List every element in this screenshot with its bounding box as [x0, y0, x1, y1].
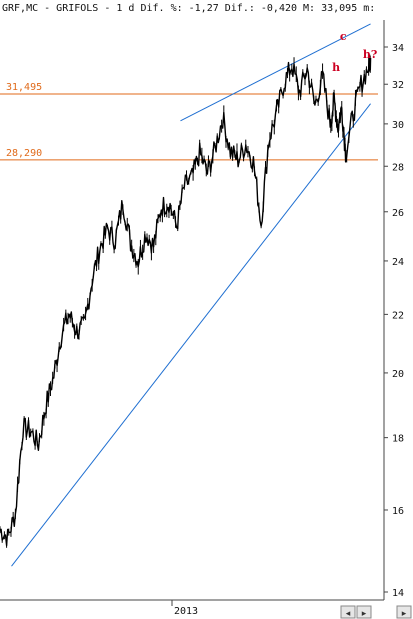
annotation-label: c [340, 30, 347, 43]
chart-header: GRF,MC - GRIFOLS - 1 d Dif. %: -1,27 Dif… [2, 3, 375, 14]
annotation-label: h [332, 61, 340, 74]
y-tick-label: 32 [392, 80, 404, 91]
y-tick-label: 24 [392, 257, 404, 268]
scroll-left-button[interactable] [340, 605, 356, 619]
price-line [0, 55, 372, 547]
price-series [0, 54, 372, 548]
scroll-right-icon: ▸ [402, 609, 407, 619]
x-axis-ticks: 2013 [171, 600, 198, 617]
y-tick-label: 20 [392, 369, 404, 380]
y-tick-label: 28 [392, 162, 404, 173]
y-tick-label: 30 [392, 120, 404, 131]
x-tick-label: 2013 [174, 606, 198, 617]
y-tick-label: 34 [392, 43, 404, 54]
scroll-controls: ◂ ▸ ▸ [340, 605, 412, 619]
trendline [11, 103, 371, 567]
zoom-icon: ▸ [362, 609, 367, 619]
annotations: h c h? [332, 30, 377, 74]
y-tick-label: 14 [392, 588, 404, 599]
trendline [180, 23, 371, 122]
level-label: 28,290 [6, 148, 42, 159]
y-tick-label: 18 [392, 434, 404, 445]
scroll-left-icon: ◂ [346, 609, 351, 619]
annotation-label: h? [363, 48, 377, 61]
level-lines: 31,495 28,290 [0, 82, 378, 161]
y-tick-label: 22 [392, 310, 404, 321]
scroll-right-button[interactable] [396, 605, 412, 619]
zoom-button[interactable] [356, 605, 372, 619]
y-tick-label: 26 [392, 208, 404, 219]
level-label: 31,495 [6, 82, 42, 93]
y-axis-ticks: 34 32 30 28 26 24 22 20 18 16 14 [384, 43, 404, 599]
y-tick-label: 16 [392, 506, 404, 517]
trendlines [11, 23, 371, 567]
